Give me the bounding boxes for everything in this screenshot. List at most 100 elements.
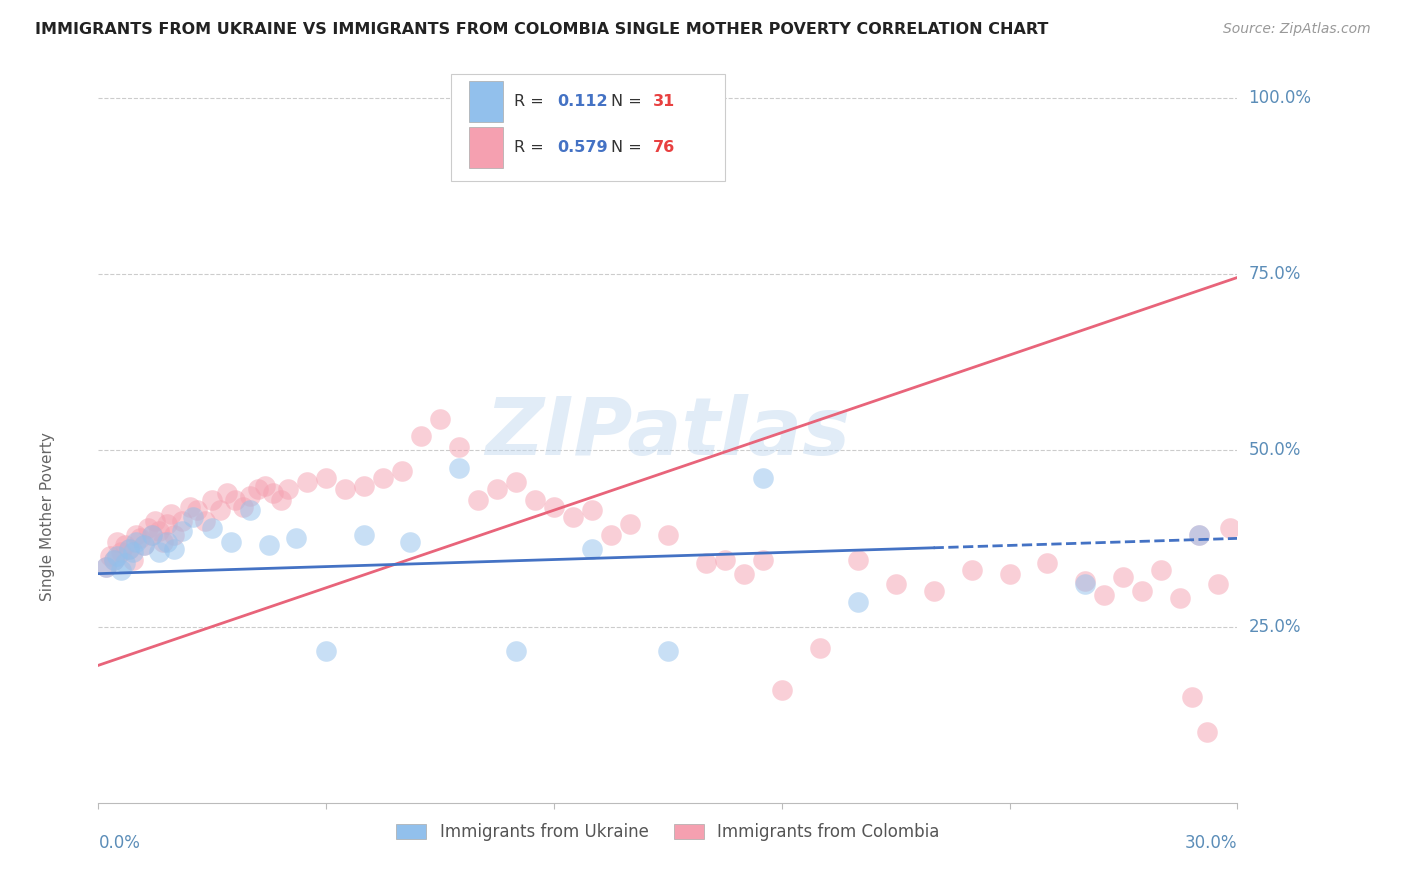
Point (733, 566, 755, 581)
Text: 0.579: 0.579 (557, 140, 607, 155)
Point (94, 559, 117, 574)
Point (145, 514, 167, 528)
Point (1112, 570, 1135, 584)
Point (141, 528, 163, 542)
Point (1219, 521, 1241, 535)
Point (562, 510, 585, 524)
Point (125, 528, 148, 542)
Point (846, 552, 869, 566)
Point (170, 514, 193, 528)
Text: 100.0%: 100.0% (1249, 88, 1312, 107)
Point (262, 485, 284, 500)
Point (486, 482, 509, 496)
Point (1188, 528, 1211, 542)
Point (152, 535, 174, 549)
Point (657, 528, 679, 542)
Point (449, 461, 471, 475)
Point (170, 524, 193, 539)
Point (714, 552, 737, 566)
Point (752, 552, 775, 566)
Point (148, 545, 170, 559)
Point (1132, 584, 1154, 599)
Point (163, 528, 186, 542)
Point (619, 517, 641, 532)
Point (695, 556, 717, 570)
Text: 30.0%: 30.0% (1185, 834, 1237, 852)
Point (270, 492, 292, 507)
Point (467, 492, 489, 507)
Point (1150, 563, 1173, 577)
Point (398, 535, 420, 549)
Point (129, 532, 152, 546)
Point (103, 552, 125, 566)
Text: 76: 76 (652, 140, 675, 155)
Text: R =: R = (515, 140, 548, 155)
Text: 50.0%: 50.0% (1249, 442, 1301, 459)
Point (118, 541, 141, 556)
Point (353, 528, 375, 542)
Point (110, 545, 132, 559)
Point (960, 563, 983, 577)
Text: 31: 31 (652, 95, 675, 109)
Text: Single Mother Poverty: Single Mother Poverty (39, 433, 55, 601)
Point (208, 503, 231, 517)
Point (125, 535, 148, 549)
Point (98, 549, 121, 563)
Point (107, 535, 129, 549)
Point (121, 552, 143, 566)
Point (114, 538, 136, 552)
Bar (468, 81, 503, 122)
Text: N =: N = (612, 95, 647, 109)
Point (922, 584, 945, 599)
Point (315, 644, 337, 658)
Point (224, 492, 246, 507)
Point (505, 475, 527, 489)
Point (103, 552, 125, 566)
Point (411, 429, 433, 443)
Point (429, 411, 451, 425)
Point (132, 538, 155, 552)
Point (94, 559, 117, 574)
Point (277, 482, 299, 496)
Point (132, 538, 155, 552)
Point (391, 464, 413, 478)
Point (194, 514, 217, 528)
Point (183, 510, 205, 524)
Point (543, 500, 565, 514)
Point (107, 549, 129, 563)
Point (259, 538, 281, 552)
Legend: Immigrants from Ukraine, Immigrants from Colombia: Immigrants from Ukraine, Immigrants from… (389, 816, 946, 847)
Point (449, 440, 471, 454)
Point (1195, 725, 1218, 739)
Point (600, 528, 623, 542)
Point (156, 517, 179, 532)
Point (1074, 577, 1097, 591)
Text: IMMIGRANTS FROM UKRAINE VS IMMIGRANTS FROM COLOMBIA SINGLE MOTHER POVERTY CORREL: IMMIGRANTS FROM UKRAINE VS IMMIGRANTS FR… (35, 22, 1049, 37)
Point (201, 492, 224, 507)
Point (148, 524, 170, 539)
Text: 25.0%: 25.0% (1249, 617, 1301, 635)
Point (246, 482, 269, 496)
Point (121, 545, 143, 559)
Point (371, 471, 394, 485)
Point (221, 535, 243, 549)
Point (846, 595, 869, 609)
Point (239, 489, 262, 503)
Point (752, 471, 775, 485)
Point (159, 507, 181, 521)
Point (114, 556, 136, 570)
Point (118, 541, 141, 556)
Point (998, 566, 1021, 581)
Point (141, 528, 163, 542)
Point (1074, 574, 1097, 588)
Text: R =: R = (515, 95, 548, 109)
Point (1036, 556, 1059, 570)
Point (1170, 591, 1192, 606)
Point (581, 503, 603, 517)
Text: N =: N = (612, 140, 647, 155)
Point (297, 475, 319, 489)
Point (110, 563, 132, 577)
Point (808, 640, 831, 655)
Point (217, 485, 239, 500)
Text: 0.112: 0.112 (557, 95, 607, 109)
